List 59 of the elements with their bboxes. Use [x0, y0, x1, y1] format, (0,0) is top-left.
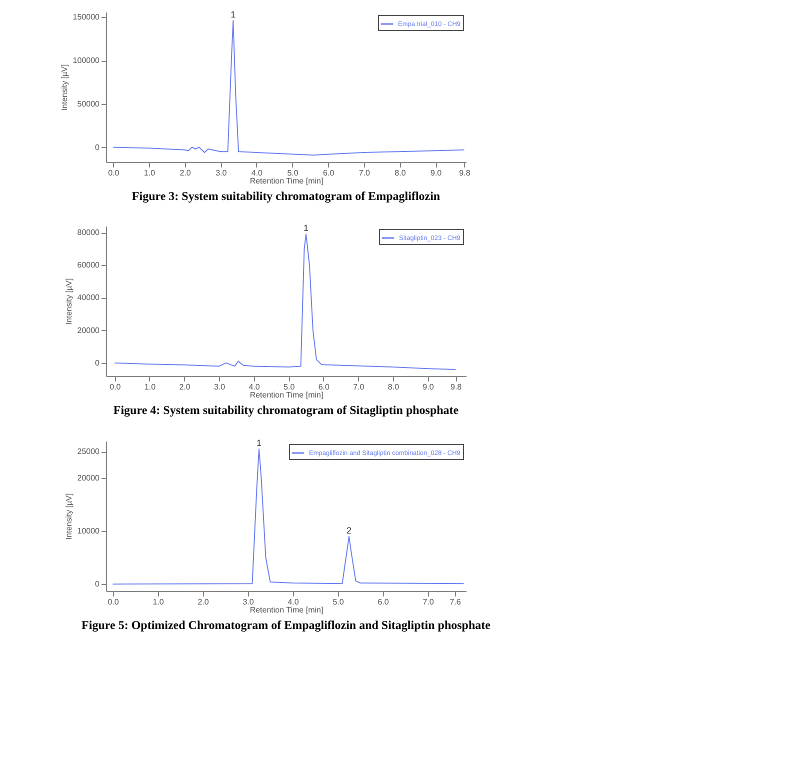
y-tick-label: 150000 — [72, 12, 100, 22]
y-axis-title: Intensity [µV] — [64, 278, 74, 325]
x-tick-label: 9.0 — [430, 168, 442, 178]
text: Figure 5: Optimized Chromatogram of Empagliflozin and Sitagliptin phosphate — [82, 618, 492, 632]
x-tick-label: 7.0 — [422, 598, 434, 606]
x-tick-label: 1.0 — [144, 382, 156, 392]
y-axis-title: Intensity [µV] — [60, 64, 69, 111]
x-tick-label: 6.0 — [323, 168, 335, 178]
x-tick-label: 4.0 — [288, 598, 300, 606]
y-tick-label: 80000 — [77, 228, 100, 238]
x-tick-label: 2.0 — [179, 382, 191, 392]
x-tick-label: 6.0 — [378, 598, 390, 606]
line-series — [112, 448, 464, 585]
annotation: 2 — [346, 525, 352, 536]
x-axis-title: Retention Time [min] — [250, 606, 324, 614]
x-tick-label: 9.8 — [459, 168, 471, 178]
x-tick-label: 4.0 — [248, 382, 260, 392]
x-tick-label: 5.0 — [332, 598, 344, 606]
x-tick-label: 9.0 — [422, 382, 434, 392]
x-tick-label: 8.0 — [388, 382, 400, 392]
x-tick-label: 0.0 — [108, 598, 120, 606]
y-tick-label: 25000 — [77, 447, 100, 456]
x-tick-label: 7.6 — [450, 598, 462, 606]
x-tick-label: 7.0 — [353, 382, 365, 392]
annotation: 1 — [303, 223, 309, 234]
y-tick-label: 100000 — [72, 56, 100, 66]
x-tick-label: 4.0 — [251, 168, 264, 178]
x-tick-label: 0.0 — [110, 382, 122, 392]
x-tick-label: 8.0 — [394, 168, 406, 178]
annotation: 1 — [256, 438, 262, 448]
x-axis-title: Retention Time [min] — [250, 390, 324, 400]
y-tick-label: 50000 — [77, 99, 100, 108]
y-tick-label: 20000 — [77, 326, 100, 335]
x-tick-label: 6.0 — [318, 382, 330, 392]
x-tick-label: 5.0 — [287, 168, 299, 178]
annotation: 1 — [230, 10, 236, 20]
x-axis-title: Retention Time [min] — [250, 176, 324, 186]
y-tick-label: 0 — [95, 580, 100, 589]
text: Figure 4: System suitability chromatogram of Sitagliptin phosphate — [113, 403, 460, 417]
y-tick-label: 20000 — [77, 474, 100, 483]
y-axis-title: Intensity [µV] — [64, 493, 74, 540]
x-tick-label: 9.8 — [450, 382, 462, 392]
x-tick-label: 1.0 — [152, 598, 164, 606]
x-tick-label: 0.0 — [108, 168, 120, 178]
x-tick-label: 5.0 — [284, 382, 296, 392]
x-tick-label: 1.0 — [144, 168, 156, 178]
y-tick-label: 40000 — [77, 293, 100, 302]
text: Figure 3: System suitability chromatogram of Empagliflozin — [132, 189, 440, 203]
x-tick-label: 2.0 — [198, 598, 210, 606]
y-tick-label: 60000 — [77, 260, 100, 270]
x-tick-label: 3.0 — [216, 168, 228, 178]
x-tick-label: 3.0 — [214, 382, 226, 392]
y-tick-label: 0 — [95, 142, 100, 152]
y-tick-label: 0 — [95, 358, 100, 368]
x-tick-label: 3.0 — [242, 598, 254, 606]
x-tick-label: 2.0 — [180, 168, 192, 178]
x-tick-label: 7.0 — [358, 168, 371, 178]
y-tick-label: 10000 — [77, 526, 100, 536]
line-series — [112, 20, 465, 156]
